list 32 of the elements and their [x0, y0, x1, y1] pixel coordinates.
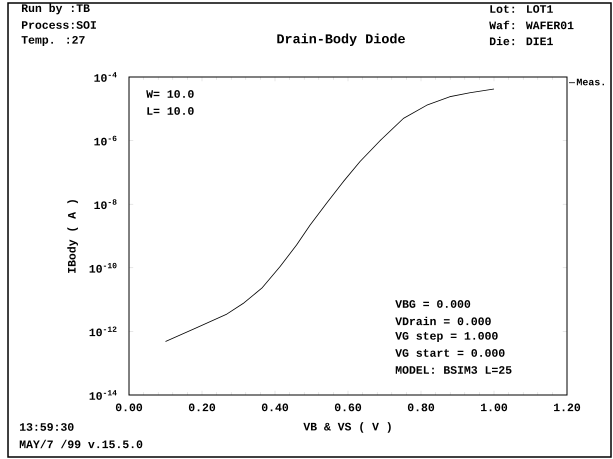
x-tick-label: 0.40 — [262, 404, 288, 412]
y-axis-title: IBody ( A ) — [67, 200, 78, 273]
x-tick-label: 0.00 — [116, 404, 142, 412]
text: Lot: LOT1 — [490, 5, 553, 13]
y-tick-label: 10$^{-6}$ — [94, 136, 117, 146]
x-tick-label: 0.80 — [408, 404, 434, 412]
text: Temp. :27 — [22, 36, 85, 46]
y-tick-label: 10$^{-14}$ — [90, 390, 117, 400]
y-tick-label: 10$^{-12}$ — [90, 326, 117, 336]
text: 13:59:30 — [20, 423, 74, 431]
x-tick-label: 1.20 — [554, 404, 580, 412]
y-tick-label: 10$^{-10}$ — [90, 262, 117, 273]
text: MAY/7 /99 v.15.5.0 — [20, 440, 142, 448]
text: Die: DIE1 — [490, 36, 553, 46]
x-axis-title: VB & VS ( V ) — [303, 422, 391, 433]
x-tick-label: 0.20 — [188, 404, 216, 412]
annotation: VG step = 1.000 — [395, 332, 498, 342]
x-tick-label: 0.60 — [334, 404, 362, 412]
x-tick-label: 1.00 — [481, 404, 508, 412]
text: Run by :TB — [22, 4, 90, 14]
annotation: VDrain = 0.000 — [395, 316, 491, 326]
annotation: MODEL: BSIM3 L=25 — [396, 366, 512, 374]
chart-title: Drain-Body Diode — [277, 34, 405, 46]
y-tick-label: 10$^{-8}$ — [94, 199, 117, 210]
annotation: VBG = 0.000 — [395, 300, 470, 308]
annotation: W= 10.0 — [146, 90, 194, 98]
annotation: VG start = 0.000 — [395, 349, 505, 357]
text: Process:SOI — [22, 21, 96, 29]
annotation: L= 10.0 — [147, 107, 194, 115]
y-tick-label: 10$^{-4}$ — [94, 72, 117, 82]
text: Waf: WAFER01 — [489, 20, 574, 30]
legend-label: Meas. — [576, 78, 604, 86]
